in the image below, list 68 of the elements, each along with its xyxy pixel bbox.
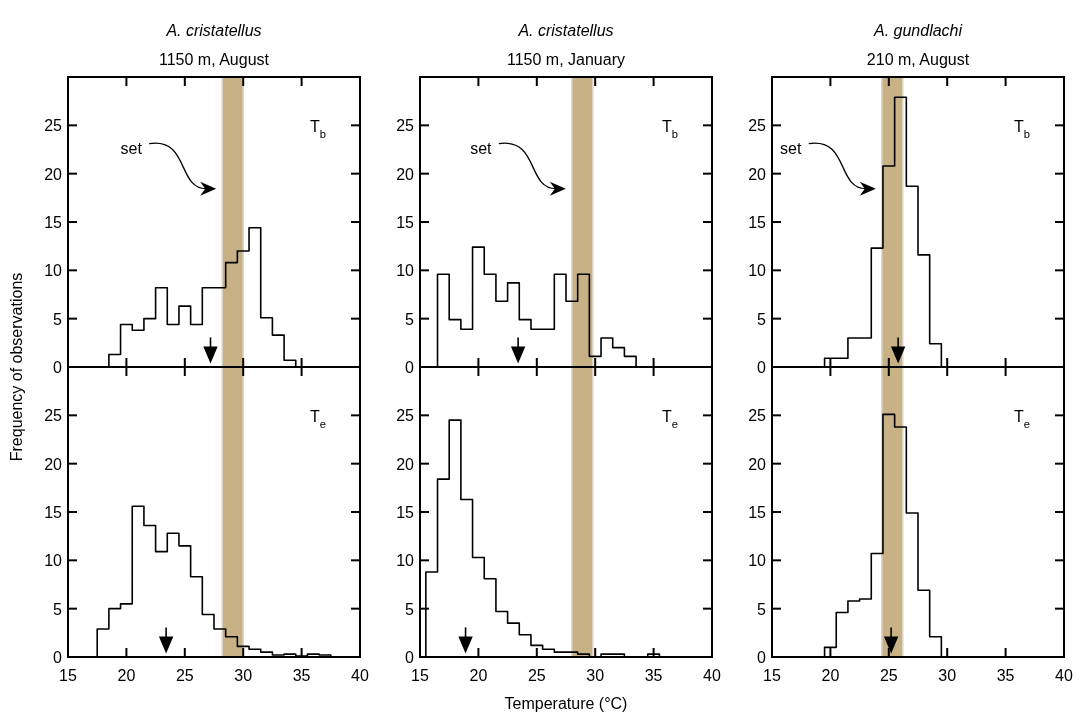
y-tick-label: 20: [396, 455, 415, 473]
y-tick-label: 15: [748, 504, 767, 521]
y-axis-title: Frequency of observations: [8, 272, 25, 462]
y-tick-label: 5: [757, 600, 767, 618]
y-tick-label: 25: [748, 117, 767, 135]
y-tick-label: 0: [405, 359, 415, 376]
annotation: T$_{b}$: [662, 118, 679, 140]
x-tick-label: 25: [879, 667, 898, 684]
x-tick-label: 30: [234, 667, 253, 684]
y-tick-label: 0: [53, 359, 63, 376]
y-tick-label: 25: [396, 117, 415, 135]
x-tick-label: 35: [644, 667, 663, 684]
x-tick-label: 30: [586, 667, 605, 684]
y-tick-label: 20: [44, 165, 63, 183]
y-tick-label: 5: [405, 310, 415, 328]
y-tick-label: 10: [748, 262, 767, 280]
x-tick-label: 35: [292, 667, 311, 684]
y-tick-label: 10: [396, 262, 415, 280]
annotation: T$_{b}$: [310, 118, 327, 140]
annotation: set: [780, 139, 803, 157]
chart-title: A. gundlachi: [872, 22, 963, 39]
y-tick-label: 25: [396, 407, 415, 425]
y-tick-label: 15: [44, 504, 63, 521]
x-tick-label: 25: [175, 667, 194, 684]
y-tick-label: 10: [44, 552, 63, 570]
y-tick-label: 15: [396, 504, 415, 521]
y-tick-label: 25: [44, 407, 63, 425]
x-tick-label: 20: [821, 667, 840, 684]
chart-subtitle: 1150 m, August: [159, 51, 270, 68]
y-tick-label: 5: [53, 310, 63, 328]
y-tick-label: 0: [757, 359, 767, 376]
chart-title: A. cristatellus: [165, 22, 262, 39]
annotation: T$_{e}$: [310, 408, 327, 430]
y-tick-label: 0: [405, 649, 415, 666]
y-tick-label: 10: [396, 552, 415, 570]
y-tick-label: 20: [748, 165, 767, 183]
x-tick-label: 40: [351, 667, 369, 684]
x-tick-label: 25: [527, 667, 546, 684]
x-tick-label: 35: [996, 667, 1015, 684]
y-tick-label: 15: [396, 214, 415, 231]
y-tick-label: 25: [748, 407, 767, 425]
y-tick-label: 25: [44, 117, 63, 135]
y-tick-label: 20: [748, 455, 767, 473]
x-axis-title: Temperature (°C): [504, 695, 628, 712]
annotation: set: [470, 139, 493, 157]
x-tick-label: 20: [117, 667, 136, 684]
annotation: T$_{e}$: [662, 408, 679, 430]
y-tick-label: 5: [757, 310, 767, 328]
y-tick-label: 5: [53, 600, 63, 618]
y-tick-label: 5: [405, 600, 415, 618]
y-tick-label: 15: [44, 214, 63, 231]
x-tick-label: 30: [938, 667, 957, 684]
chart-subtitle: 210 m, August: [866, 51, 970, 68]
y-tick-label: 20: [44, 455, 63, 473]
x-tick-label: 40: [703, 667, 721, 684]
chart-title: A. cristatellus: [517, 22, 614, 39]
chart-subtitle: 1150 m, January: [507, 51, 625, 68]
y-tick-label: 10: [44, 262, 63, 280]
annotation: T$_{e}$: [1014, 408, 1031, 430]
y-tick-label: 20: [396, 165, 415, 183]
y-tick-label: 15: [748, 214, 767, 231]
annotation: set: [120, 139, 143, 157]
y-tick-label: 0: [53, 649, 63, 666]
x-tick-label: 40: [1055, 667, 1073, 684]
annotation: T$_{b}$: [1014, 118, 1031, 140]
y-tick-label: 0: [757, 649, 767, 666]
y-tick-label: 10: [748, 552, 767, 570]
x-tick-label: 20: [469, 667, 488, 684]
